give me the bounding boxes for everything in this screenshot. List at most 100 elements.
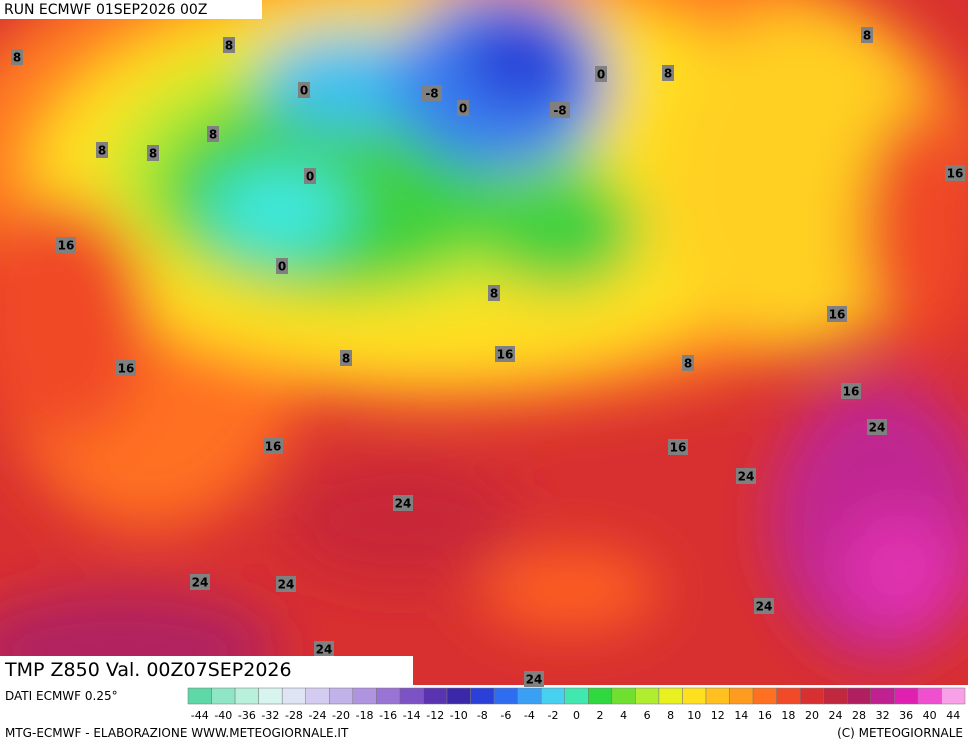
contour-label: 8 xyxy=(863,29,871,43)
title-box xyxy=(0,656,413,685)
contour-label-bg xyxy=(754,598,774,614)
legend-label: -28 xyxy=(285,709,303,722)
legend-label: -18 xyxy=(356,709,374,722)
legend-swatch xyxy=(493,687,518,705)
legend-swatch xyxy=(352,687,377,705)
contour-label: 24 xyxy=(316,643,333,657)
contour-label: 16 xyxy=(58,239,75,253)
contour-label: 8 xyxy=(684,357,692,371)
legend-label: -4 xyxy=(524,709,535,722)
contour-label-bg xyxy=(314,641,334,657)
contour-labels: 8 8 0 -8 0 0 8 8 8 8 8 -8 0 0 16 16 8 16 16 8 16 8 16 24 16 16 24 2… xyxy=(11,27,965,687)
legend-swatch xyxy=(682,687,707,705)
contour-label-bg xyxy=(276,576,296,592)
contour-label-bg xyxy=(304,168,316,184)
legend-swatch xyxy=(870,687,895,705)
run-label: RUN ECMWF 01SEP2026 00Z xyxy=(4,2,207,18)
contour-label: 24 xyxy=(738,470,755,484)
legend-swatch xyxy=(540,687,565,705)
legend-label: -24 xyxy=(309,709,327,722)
legend-swatch xyxy=(305,687,330,705)
legend-swatch xyxy=(470,687,495,705)
contour-label-bg xyxy=(207,126,219,142)
legend-swatch xyxy=(446,687,471,705)
contour-label: 8 xyxy=(225,39,233,53)
legend-label: -10 xyxy=(450,709,468,722)
legend-label: 12 xyxy=(711,709,725,722)
legend-label: -36 xyxy=(238,709,256,722)
contour-label-bg xyxy=(56,237,76,253)
contour-label-bg xyxy=(223,37,235,53)
legend-swatch xyxy=(187,687,212,705)
contour-label-bg xyxy=(116,360,136,376)
contour-label-bg xyxy=(393,495,413,511)
legend-swatch xyxy=(611,687,636,705)
contour-label-bg xyxy=(340,350,352,366)
contour-label-bg xyxy=(827,306,847,322)
legend-label: -12 xyxy=(426,709,444,722)
legend-label: -20 xyxy=(332,709,350,722)
legend-label: -2 xyxy=(547,709,558,722)
legend-swatch xyxy=(211,687,236,705)
legend-swatch xyxy=(281,687,306,705)
source-label: DATI ECMWF 0.25° xyxy=(5,689,118,703)
contour-label: 8 xyxy=(98,144,106,158)
contour-label: 0 xyxy=(278,260,286,274)
legend-label: 20 xyxy=(805,709,819,722)
contour-label-bg xyxy=(422,85,442,101)
contour-label-bg xyxy=(190,574,210,590)
contour-label: 8 xyxy=(209,128,217,142)
contour-label-bg xyxy=(550,102,570,118)
header-box xyxy=(0,0,262,19)
contour-label: 8 xyxy=(13,51,21,65)
legend-label: -16 xyxy=(379,709,397,722)
legend-swatch xyxy=(564,687,589,705)
legend-label: 14 xyxy=(734,709,748,722)
legend-swatch xyxy=(847,687,872,705)
legend-label: -8 xyxy=(477,709,488,722)
contour-label: 8 xyxy=(490,287,498,301)
contour-label-bg xyxy=(945,165,965,181)
temperature-field xyxy=(0,0,968,685)
contour-label: 0 xyxy=(300,84,308,98)
legend-label: -32 xyxy=(261,709,279,722)
legend-swatch xyxy=(729,687,754,705)
legend-label: 44 xyxy=(946,709,960,722)
legend-label: 2 xyxy=(597,709,604,722)
contour-label: 24 xyxy=(192,576,209,590)
legend-swatch xyxy=(376,687,401,705)
contour-label: -8 xyxy=(553,104,566,118)
contour-label: 24 xyxy=(756,600,773,614)
credit: MTG-ECMWF - ELABORAZIONE WWW.METEOGIORNA… xyxy=(5,726,349,740)
legend-swatch xyxy=(588,687,613,705)
legend-label: 24 xyxy=(829,709,843,722)
legend-swatch xyxy=(776,687,801,705)
contour-label: 24 xyxy=(526,673,543,687)
legend-swatch xyxy=(234,687,259,705)
legend-label: 8 xyxy=(667,709,674,722)
legend-swatch xyxy=(423,687,448,705)
contour-label-bg xyxy=(662,65,674,81)
contour-label-bg xyxy=(867,419,887,435)
legend-label: 32 xyxy=(876,709,890,722)
contour-label-bg xyxy=(96,142,108,158)
map-title: TMP Z850 Val. 00Z07SEP2026 xyxy=(4,659,292,681)
contour-label: -8 xyxy=(425,87,438,101)
contour-label: 0 xyxy=(306,170,314,184)
legend-swatch xyxy=(799,687,824,705)
legend-swatch xyxy=(917,687,942,705)
contour-label-bg xyxy=(11,49,23,65)
contour-label: 8 xyxy=(149,147,157,161)
contour-label: 24 xyxy=(395,497,412,511)
color-legend: -44 -40 -36 -32 -28 -24 -20 -18 -16 -14 -12 -10 -8 -6… xyxy=(187,687,966,722)
contour-label-bg xyxy=(457,100,469,116)
contour-label: 16 xyxy=(670,441,687,455)
contour-label-bg xyxy=(595,66,607,82)
contour-label-bg xyxy=(524,671,544,687)
contour-label-bg xyxy=(736,468,756,484)
legend-label: 40 xyxy=(923,709,937,722)
legend-swatch xyxy=(258,687,283,705)
contour-label-bg xyxy=(147,145,159,161)
contour-label: 8 xyxy=(664,67,672,81)
